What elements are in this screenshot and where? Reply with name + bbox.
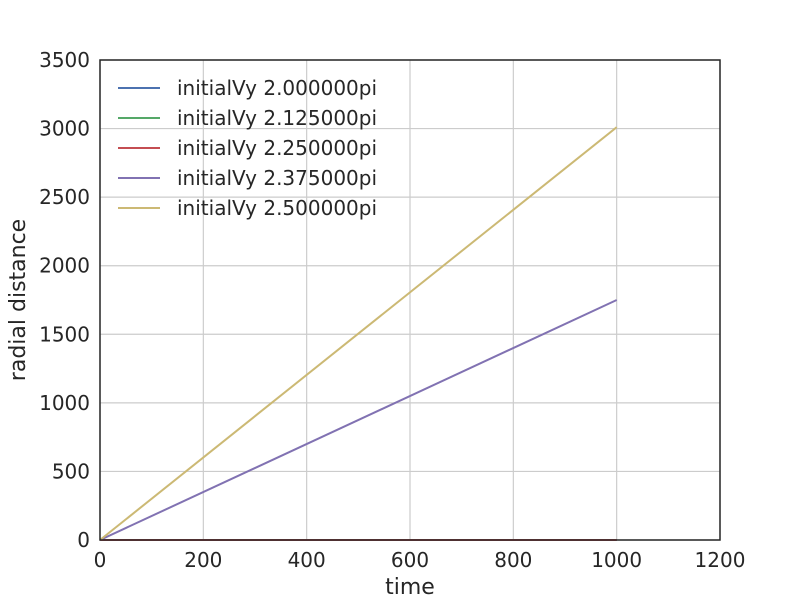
y-tick-label: 0: [77, 528, 90, 552]
y-axis-label: radial distance: [6, 219, 31, 381]
legend-item: initialVy 2.000000pi: [118, 76, 377, 100]
y-tick-label: 2500: [39, 185, 90, 209]
y-tick-label: 500: [52, 459, 90, 483]
series-line-3: [99, 299, 618, 541]
legend-label: initialVy 2.375000pi: [177, 166, 377, 190]
x-tick-label: 600: [391, 548, 429, 572]
legend-item: initialVy 2.125000pi: [118, 106, 377, 130]
legend-item: initialVy 2.250000pi: [118, 136, 377, 160]
x-axis-ticks: 0 200 400 600 800 1000 1200: [94, 548, 746, 572]
legend-label: initialVy 2.000000pi: [177, 76, 377, 100]
x-tick-label: 1000: [591, 548, 642, 572]
legend-item: initialVy 2.500000pi: [118, 196, 377, 220]
legend-label: initialVy 2.500000pi: [177, 196, 377, 220]
legend: initialVy 2.000000pi initialVy 2.125000pi…: [118, 76, 377, 220]
y-tick-label: 3500: [39, 48, 90, 72]
series-line-4: [99, 126, 618, 541]
grid: [99, 59, 721, 541]
plot-area-frame: [99, 59, 721, 541]
x-tick-label: 0: [94, 548, 107, 572]
y-axis-ticks: 0 500 1000 1500 2000 2500 3000 3500: [39, 48, 90, 552]
legend-label: initialVy 2.125000pi: [177, 106, 377, 130]
legend-label: initialVy 2.250000pi: [177, 136, 377, 160]
y-tick-label: 3000: [39, 117, 90, 141]
legend-item: initialVy 2.375000pi: [118, 166, 377, 190]
x-tick-label: 1200: [695, 548, 746, 572]
x-tick-label: 400: [288, 548, 326, 572]
y-tick-label: 1500: [39, 322, 90, 346]
y-tick-label: 1000: [39, 391, 90, 415]
x-tick-label: 200: [184, 548, 222, 572]
x-axis-label: time: [385, 575, 435, 600]
y-tick-label: 2000: [39, 254, 90, 278]
x-tick-label: 800: [494, 548, 532, 572]
